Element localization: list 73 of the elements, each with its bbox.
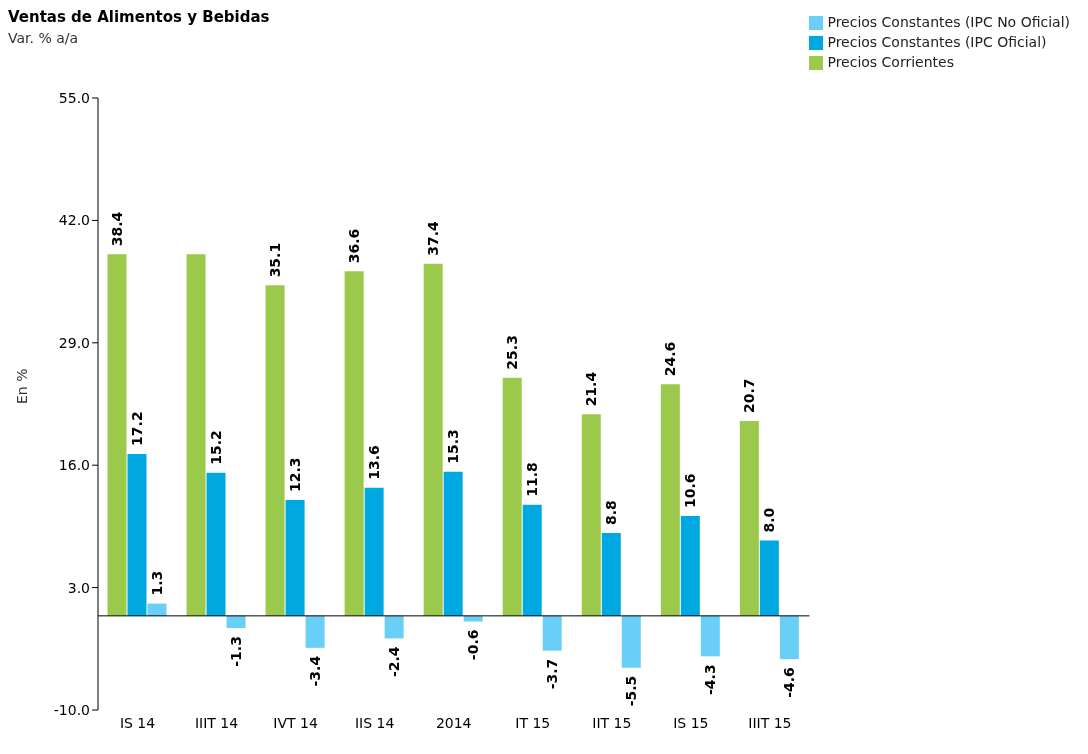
bar xyxy=(186,254,206,616)
y-tick-label: 29.0 xyxy=(58,334,90,351)
data-label: 24.6 xyxy=(662,341,679,377)
bar xyxy=(522,504,542,616)
x-tick-label: IIIT 14 xyxy=(194,714,239,731)
x-tick-label: 2014 xyxy=(435,714,472,731)
bar xyxy=(364,487,384,616)
data-label: 8.0 xyxy=(761,507,778,533)
x-tick-label: IIIT 15 xyxy=(748,714,792,731)
bar xyxy=(443,471,463,616)
x-tick-label: IT 15 xyxy=(515,714,551,731)
bar xyxy=(660,384,680,616)
y-tick-label: -10.0 xyxy=(53,701,90,718)
data-label: -1.3 xyxy=(228,636,245,667)
data-label: 1.3 xyxy=(148,570,165,596)
bar xyxy=(285,500,305,616)
chart-subtitle: Var. % a/a xyxy=(8,30,80,46)
bar xyxy=(601,532,621,616)
data-label: 37.4 xyxy=(425,220,442,256)
data-label: 35.1 xyxy=(267,242,284,278)
y-axis-title: En % xyxy=(13,368,30,404)
data-label: -0.6 xyxy=(465,629,482,661)
x-tick-label: IS 14 xyxy=(119,714,156,731)
bar xyxy=(107,254,127,616)
bar xyxy=(739,420,759,616)
bar xyxy=(502,377,522,616)
bar xyxy=(384,615,404,639)
data-label: 17.2 xyxy=(128,411,145,446)
bar xyxy=(265,285,285,616)
bar xyxy=(344,271,364,616)
y-tick-label: 16.0 xyxy=(58,457,90,474)
bar xyxy=(147,603,167,616)
bar xyxy=(206,472,226,616)
bar xyxy=(759,540,779,616)
bar xyxy=(305,615,325,648)
data-label: 13.6 xyxy=(366,445,383,480)
y-tick-label: 3.0 xyxy=(67,579,90,596)
data-label: -5.5 xyxy=(623,675,640,707)
data-label: -4.6 xyxy=(781,667,798,698)
bar xyxy=(621,615,641,668)
bar xyxy=(542,615,562,651)
data-label: 36.6 xyxy=(346,228,363,264)
x-tick-label: IIT 15 xyxy=(592,714,632,731)
data-label: -2.4 xyxy=(386,646,403,678)
data-label: 15.3 xyxy=(445,429,462,464)
x-tick-label: IIS 14 xyxy=(354,714,395,731)
data-label: -3.7 xyxy=(544,658,561,690)
data-label: -3.4 xyxy=(307,655,324,687)
bar xyxy=(127,453,147,616)
data-label: 12.3 xyxy=(287,457,304,493)
legend-label: Precios Constantes (IPC Oficial) xyxy=(827,34,1047,50)
data-label: -4.3 xyxy=(702,664,719,695)
data-label: 25.3 xyxy=(504,335,521,370)
legend-label: Precios Corrientes xyxy=(827,54,954,70)
data-label: 10.6 xyxy=(682,473,699,509)
bar xyxy=(779,615,799,660)
data-label: 38.4 xyxy=(108,211,125,247)
data-label: 8.8 xyxy=(603,500,620,525)
x-tick-label: IVT 14 xyxy=(273,714,318,731)
chart-title: Ventas de Alimentos y Bebidas xyxy=(8,8,270,26)
x-tick-label: IS 15 xyxy=(673,714,709,731)
data-label: 21.4 xyxy=(583,371,600,407)
bar xyxy=(700,615,720,657)
data-label: 11.8 xyxy=(524,462,541,497)
bar xyxy=(423,263,443,616)
y-tick-label: 42.0 xyxy=(58,212,90,229)
bar xyxy=(226,615,246,629)
data-label: 20.7 xyxy=(741,378,758,413)
bar xyxy=(581,414,601,616)
legend-label: Precios Constantes (IPC No Oficial) xyxy=(827,14,1070,30)
bar xyxy=(680,516,700,616)
y-tick-label: 55.0 xyxy=(58,89,90,106)
data-label: 15.2 xyxy=(208,430,225,465)
